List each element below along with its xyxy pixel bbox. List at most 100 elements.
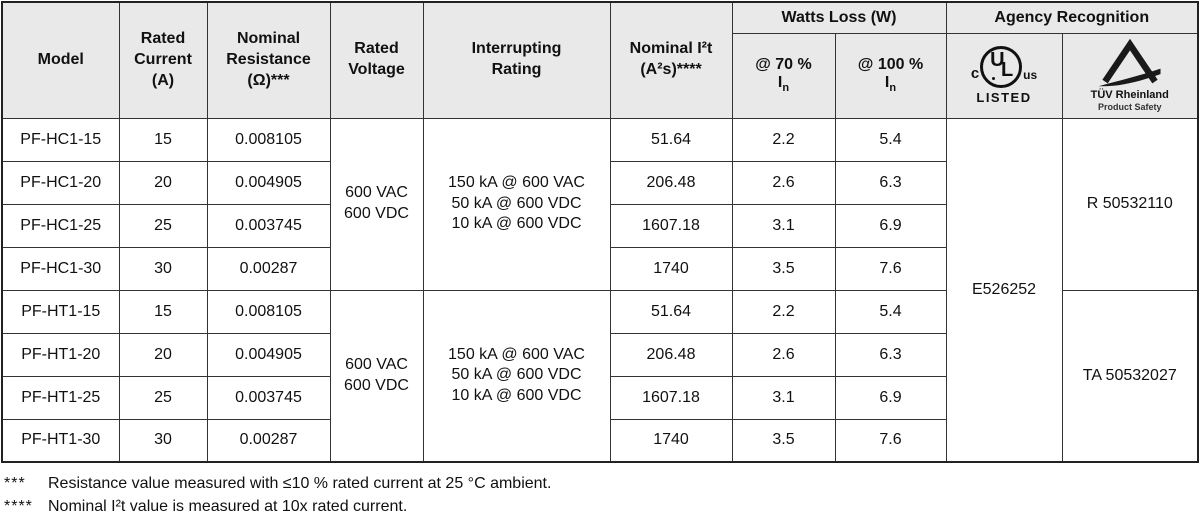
interrupting-rating-cell: 150 kA @ 600 VAC 50 kA @ 600 VDC 10 kA @…: [422, 289, 611, 463]
footnote-resistance: *** Resistance value measured with ≤10 %…: [4, 472, 1200, 495]
header-row-groups: Model Rated Current (A) Nominal Resistan…: [1, 1, 1199, 119]
table-row: PF-HC1-20 20 0.004905 206.48 2.6 6.3: [1, 160, 1198, 205]
table-row: PF-HT1-15 15 0.008105 600 VAC 600 VDC 15…: [1, 289, 1199, 463]
footnote-text: Nominal I²t value is measured at 10x rat…: [48, 498, 408, 515]
nominal-resistance-cell: 0.004905: [206, 332, 331, 377]
header-row-sub: @ 70 % In @ 100 % In c U L us: [2, 32, 1199, 119]
watts-70-header: @ 70 % In: [731, 32, 836, 119]
ul-file-number-cell: E526252: [945, 117, 1063, 463]
rated-current-cell: 25: [118, 375, 208, 420]
footnote-i2t: **** Nominal I²t value is measured at 10…: [4, 495, 1200, 518]
table-row: PF-HT1-20 20 0.004905 206.48 2.6 6.3: [1, 332, 1198, 377]
fuse-spec-table: Model Rated Current (A) Nominal Resistan…: [1, 1, 1199, 463]
model-cell: PF-HT1-25: [1, 375, 120, 420]
current-symbol: I: [777, 74, 783, 92]
nominal-resistance-cell: 0.003745: [206, 375, 331, 420]
model-cell: PF-HT1-15: [1, 289, 120, 334]
rated-current-cell: 30: [118, 418, 208, 463]
rated-voltage-cell: 600 VAC 600 VDC: [329, 117, 424, 291]
nominal-resistance-cell: 0.004905: [206, 160, 331, 205]
ul-listed-label: LISTED: [976, 90, 1032, 105]
rated-current-header: Rated Current (A): [118, 1, 208, 119]
rated-voltage-cell: 600 VAC 600 VDC: [329, 289, 424, 463]
tuv-name-label: TÜV Rheinland: [1090, 89, 1169, 101]
tuv-certificate-cell: R 50532110: [1061, 117, 1199, 291]
nominal-i2t-cell: 1740: [609, 418, 733, 463]
model-cell: PF-HT1-30: [1, 418, 120, 463]
model-cell: PF-HC1-30: [1, 246, 120, 291]
nominal-i2t-cell: 1607.18: [609, 375, 733, 420]
nominal-resistance-cell: 0.008105: [206, 117, 331, 162]
rated-current-cell: 20: [118, 332, 208, 377]
watts-70-cell: 3.5: [731, 246, 836, 291]
rated-current-cell: 25: [118, 203, 208, 248]
ul-header-cell: c U L us LISTED: [945, 32, 1063, 119]
model-cell: PF-HC1-20: [1, 160, 120, 205]
tuv-certificate-cell: TA 50532027: [1061, 289, 1199, 463]
rated-current-cell: 15: [118, 117, 208, 162]
model-cell: PF-HT1-20: [1, 332, 120, 377]
interrupting-rating-header: Interrupting Rating: [422, 1, 611, 119]
rated-current-cell: 20: [118, 160, 208, 205]
table-row: PF-HC1-15 15 0.008105 600 VAC 600 VDC 15…: [1, 117, 1199, 463]
model-cell: PF-HC1-15: [1, 117, 120, 162]
nominal-i2t-cell: 51.64: [609, 289, 733, 334]
rated-current-cell: 30: [118, 246, 208, 291]
nominal-resistance-cell: 0.00287: [206, 246, 331, 291]
tuv-triangle-icon: [1098, 39, 1161, 87]
current-symbol-subscript: n: [889, 82, 897, 95]
table-row: PF-HT1-30 30 0.00287 1740 3.5 7.6: [1, 418, 1198, 463]
ul-circle-icon: U L: [980, 46, 1023, 88]
nominal-resistance-cell: 0.00287: [206, 418, 331, 463]
watts-100-cell: 7.6: [834, 246, 947, 291]
watts-100-cell: 7.6: [834, 418, 947, 463]
watts-100-cell: 6.9: [834, 203, 947, 248]
current-symbol-subscript: n: [782, 82, 790, 95]
rated-voltage-header: Rated Voltage: [329, 1, 424, 119]
watts-loss-group-header: Watts Loss (W): [731, 1, 947, 34]
nominal-resistance-cell: 0.008105: [206, 289, 331, 334]
ul-c-label: c: [970, 65, 980, 82]
watts-100-cell: 6.3: [834, 160, 947, 205]
nominal-i2t-cell: 206.48: [609, 332, 733, 377]
watts-100-cell: 5.4: [834, 289, 947, 334]
footnote-marker: ****: [4, 498, 33, 515]
footnotes: *** Resistance value measured with ≤10 %…: [4, 472, 1200, 518]
nominal-resistance-cell: 0.003745: [206, 203, 331, 248]
table-row: PF-HT1-25 25 0.003745 1607.18 3.1 6.9: [1, 375, 1198, 420]
tuv-product-safety-label: Product Safety: [1097, 101, 1162, 112]
current-symbol: I: [884, 74, 890, 92]
watts-100-header: @ 100 % In: [834, 32, 947, 119]
nominal-i2t-cell: 1607.18: [609, 203, 733, 248]
watts-70-cell: 2.2: [731, 289, 836, 334]
rated-current-cell: 15: [118, 289, 208, 334]
watts-70-cell: 3.1: [731, 375, 836, 420]
table-row: PF-HC1-25 25 0.003745 1607.18 3.1 6.9: [1, 203, 1198, 248]
nominal-i2t-cell: 206.48: [609, 160, 733, 205]
tuv-header-cell: TÜV Rheinland Product Safety: [1061, 32, 1199, 119]
nominal-i2t-cell: 1740: [609, 246, 733, 291]
nominal-i2t-cell: 51.64: [609, 117, 733, 162]
table-row: PF-HC1-30 30 0.00287 1740 3.5 7.6: [1, 246, 1198, 291]
watts-100-cell: 5.4: [834, 117, 947, 162]
agency-recognition-group-header: Agency Recognition: [945, 1, 1199, 34]
watts-70-cell: 2.6: [731, 332, 836, 377]
model-cell: PF-HC1-25: [1, 203, 120, 248]
tuv-rheinland-icon: TÜV Rheinland Product Safety: [1065, 39, 1196, 112]
watts-70-cell: 3.1: [731, 203, 836, 248]
watts-100-cell: 6.9: [834, 375, 947, 420]
watts-70-cell: 3.5: [731, 418, 836, 463]
footnote-marker: ***: [4, 475, 26, 492]
ul-us-label: us: [1023, 68, 1038, 82]
watts-70-label: @ 70 %: [755, 56, 812, 74]
model-header: Model: [1, 1, 120, 119]
watts-70-cell: 2.6: [731, 160, 836, 205]
nominal-i2t-header: Nominal I²t (A²s)****: [609, 1, 733, 119]
ul-listed-mark-icon: c U L us LISTED: [949, 46, 1060, 105]
watts-70-cell: 2.2: [731, 117, 836, 162]
watts-100-label: @ 100 %: [857, 56, 924, 74]
nominal-resistance-header: Nominal Resistance (Ω)***: [206, 1, 331, 119]
watts-100-cell: 6.3: [834, 332, 947, 377]
footnote-text: Resistance value measured with ≤10 % rat…: [48, 475, 552, 492]
interrupting-rating-cell: 150 kA @ 600 VAC 50 kA @ 600 VDC 10 kA @…: [422, 117, 611, 291]
